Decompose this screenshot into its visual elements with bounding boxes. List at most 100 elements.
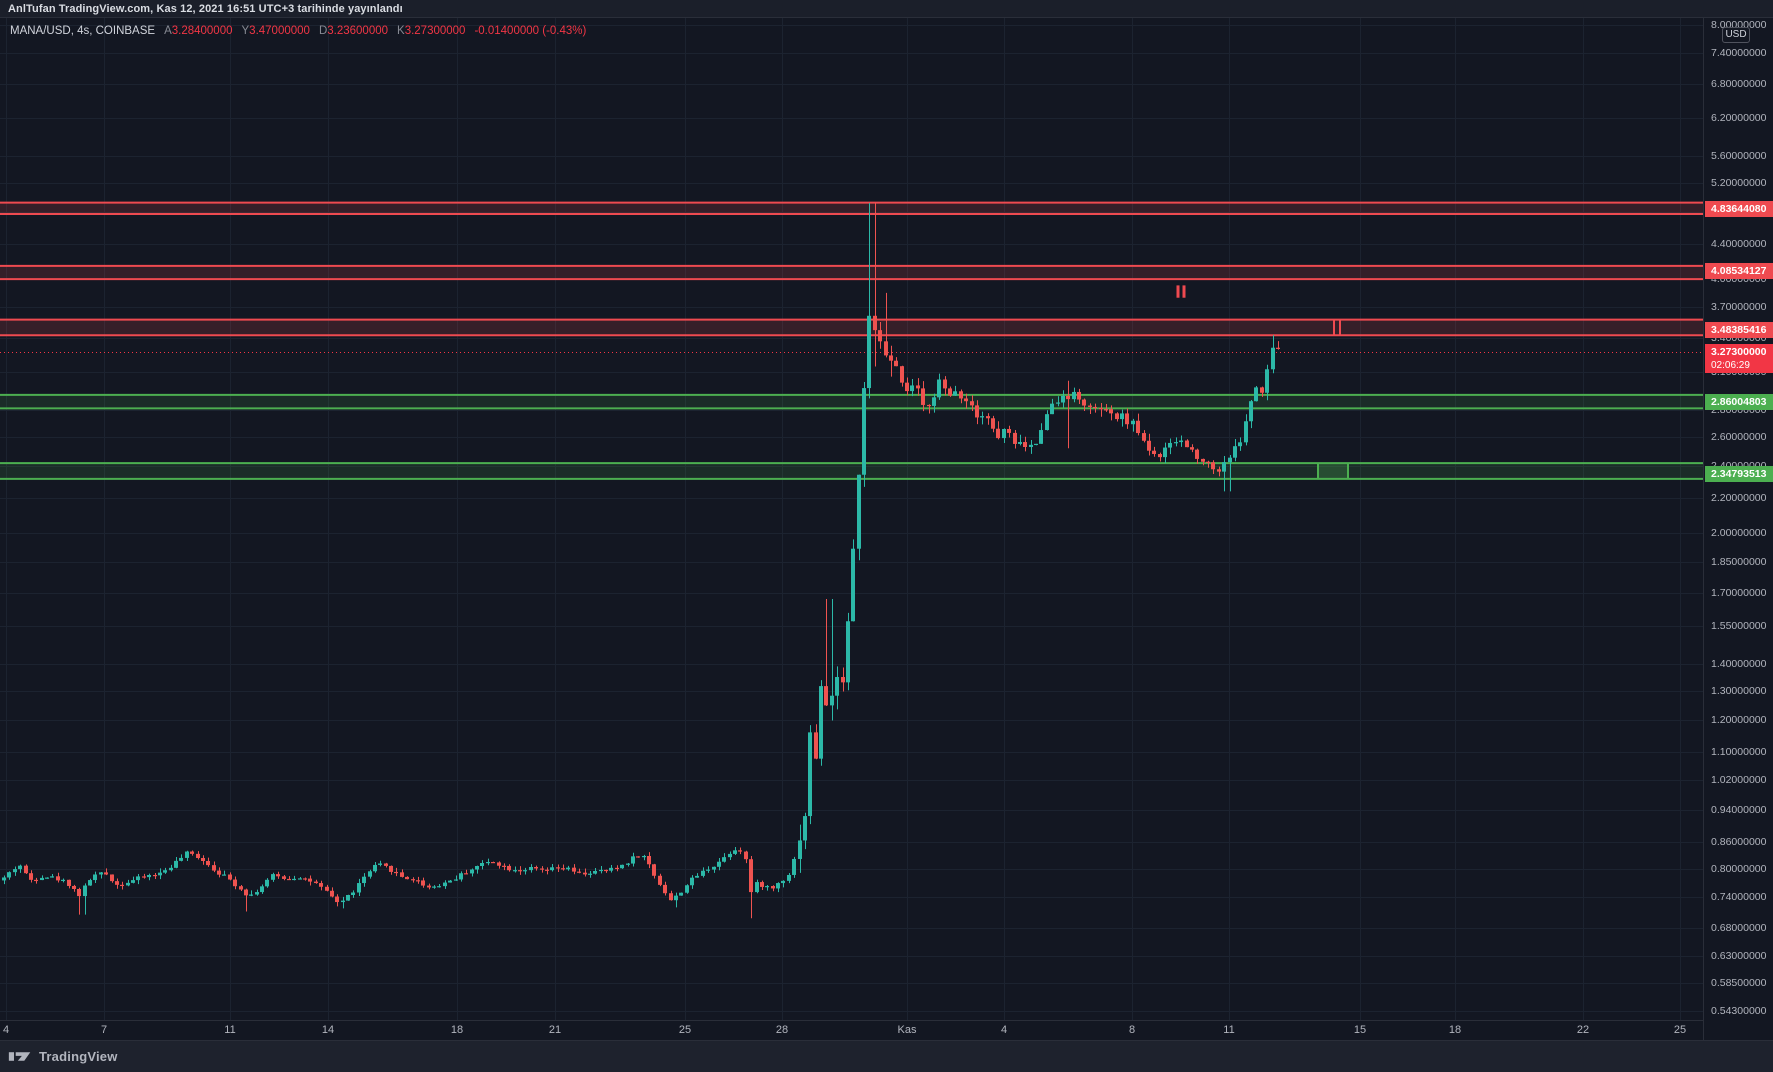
time-axis[interactable]: 4 7 11 14 18 21 25 28 Kas 4 8 11 15 18 22 25 — [0, 1020, 1703, 1040]
zone-marks-layer — [1176, 285, 1349, 479]
candle — [394, 871, 398, 874]
candle — [222, 874, 226, 876]
price-tick: 2.60000000 — [1711, 430, 1767, 443]
candle — [857, 474, 861, 549]
candle — [13, 869, 17, 873]
tradingview-logo[interactable]: TradingView — [8, 1049, 118, 1064]
current-price-label: 3.27300000 02:06:29 — [1705, 344, 1773, 374]
candle — [953, 391, 957, 396]
price-tick: 2.20000000 — [1711, 492, 1767, 505]
candle — [179, 857, 183, 861]
candle — [534, 866, 538, 869]
candle — [787, 874, 791, 881]
candle — [400, 872, 404, 877]
candle — [959, 391, 963, 399]
candle — [1125, 413, 1129, 425]
candle — [948, 388, 952, 396]
price-tick: 5.20000000 — [1711, 176, 1767, 189]
price-tick: 1.40000000 — [1711, 657, 1767, 670]
candle — [314, 881, 318, 884]
candle — [7, 872, 11, 878]
time-tick: 28 — [775, 1024, 789, 1036]
chart-legend[interactable]: MANA/USD, 4s, COINBASE A3.28400000 Y3.47… — [10, 23, 586, 39]
candle — [658, 875, 662, 885]
candle — [1168, 442, 1172, 448]
zones-layer — [0, 201, 1703, 480]
candle — [319, 883, 323, 887]
candle — [341, 900, 345, 903]
candle — [265, 879, 269, 887]
candle — [846, 621, 850, 683]
candle — [454, 879, 458, 881]
candle — [239, 886, 243, 890]
candle — [169, 867, 173, 871]
zone-anchor-mark — [1318, 463, 1348, 479]
candle — [77, 888, 81, 897]
candle — [308, 878, 312, 882]
supply-demand-zone[interactable] — [0, 463, 1703, 479]
price-tick: 1.85000000 — [1711, 555, 1767, 568]
candle — [357, 883, 361, 893]
supply-demand-zone[interactable] — [0, 394, 1703, 409]
candle — [362, 876, 366, 884]
time-tick: 15 — [1353, 1024, 1367, 1036]
candle — [636, 856, 640, 858]
candle — [803, 816, 807, 841]
candle — [900, 366, 904, 383]
candle — [905, 382, 909, 392]
candle — [1158, 454, 1162, 458]
candle — [2, 877, 6, 881]
chart-canvas[interactable] — [0, 0, 1703, 1040]
candle — [824, 686, 828, 706]
price-tick: 0.86000000 — [1711, 836, 1767, 849]
candle — [884, 341, 888, 356]
price-tick: 0.58500000 — [1711, 977, 1767, 990]
supply-demand-zone[interactable] — [0, 265, 1703, 280]
candle — [916, 385, 920, 389]
candle — [1034, 443, 1038, 446]
candle — [497, 862, 501, 866]
candle — [679, 892, 683, 896]
candle — [93, 874, 97, 881]
candle — [459, 873, 463, 880]
candle — [287, 878, 291, 881]
candle — [18, 865, 22, 870]
legend-symbol: MANA/USD, 4s, COINBASE — [10, 25, 156, 37]
candle — [1211, 462, 1215, 470]
candle — [61, 879, 65, 882]
candle — [550, 867, 554, 871]
supply-demand-zone[interactable] — [0, 202, 1703, 215]
candle — [1201, 458, 1205, 462]
candle — [244, 889, 248, 896]
candle — [1099, 408, 1103, 410]
candle — [50, 876, 54, 878]
candle — [1142, 433, 1146, 441]
supply-demand-zone[interactable] — [0, 319, 1703, 336]
candle — [1061, 395, 1065, 403]
candle — [158, 872, 162, 876]
candle — [921, 388, 925, 405]
candle — [373, 864, 377, 872]
candle — [491, 862, 495, 864]
candle — [1056, 402, 1060, 404]
candle — [427, 885, 431, 888]
candle — [862, 388, 866, 475]
candle — [24, 865, 28, 874]
candle — [609, 867, 613, 871]
zone-anchor-mark — [1317, 463, 1319, 479]
candle — [523, 870, 527, 872]
candle — [1222, 462, 1226, 472]
candle — [996, 428, 1000, 439]
candle — [814, 732, 818, 759]
candle — [545, 869, 549, 871]
candle — [67, 879, 71, 886]
candle — [1163, 447, 1167, 458]
price-tick: 6.20000000 — [1711, 112, 1767, 125]
candle — [432, 886, 436, 888]
candle — [1050, 403, 1054, 415]
candle — [325, 886, 329, 891]
candle — [674, 895, 678, 901]
candle — [1023, 442, 1027, 448]
price-axis[interactable]: 8.00000000 7.40000000 6.80000000 6.20000000… — [1703, 18, 1773, 1040]
candle — [351, 892, 355, 896]
